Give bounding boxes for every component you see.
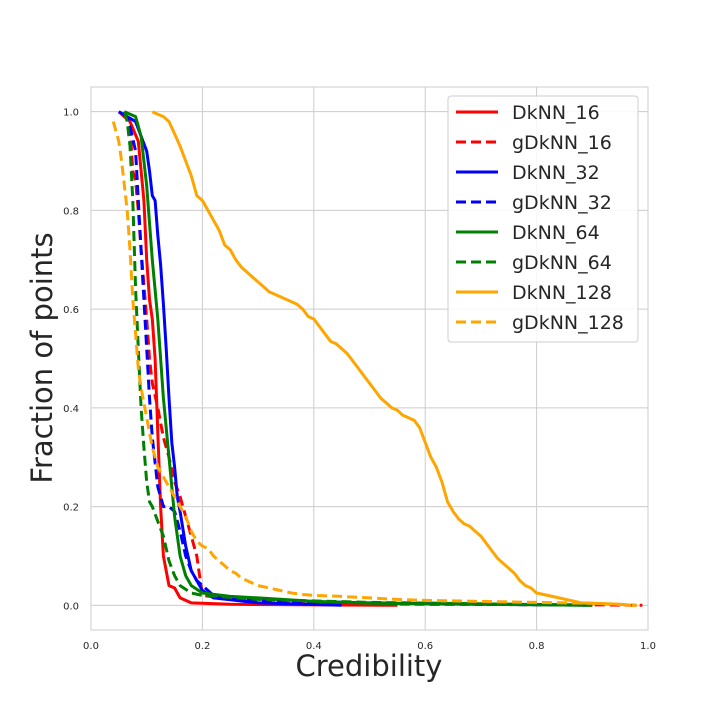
x-tick-label: 0.0 (83, 641, 99, 652)
x-tick-labels: 0.0 0.2 0.4 0.6 0.8 1.0 (83, 641, 656, 652)
legend: DkNN_16 gDkNN_16 DkNN_32 gDkNN_32 DkNN_64 gDk… (447, 95, 639, 343)
legend-label: gDkNN_16 (512, 132, 612, 154)
y-tick-label: 0.8 (63, 206, 79, 217)
legend-label: gDkNN_64 (512, 252, 612, 274)
y-tick-label: 0.6 (63, 305, 79, 316)
legend-label: gDkNN_128 (512, 312, 624, 334)
x-axis-title: Credibility (296, 649, 443, 683)
y-axis-title: Fraction of points (25, 232, 59, 483)
y-tick-label: 0.4 (63, 404, 79, 415)
x-tick-label: 0.4 (306, 641, 322, 652)
legend-label: DkNN_32 (512, 162, 600, 184)
series-line-gdknn-64 (122, 111, 593, 607)
x-tick-label: 1.0 (640, 641, 656, 652)
series-line-dknn-128 (151, 110, 632, 607)
series-lines (111, 110, 643, 607)
legend-label: gDkNN_32 (512, 192, 612, 214)
y-tick-label: 0.2 (63, 503, 79, 514)
y-tick-label: 1.0 (63, 108, 79, 119)
series-line-gdknn-16 (122, 111, 643, 607)
legend-label: DkNN_128 (512, 282, 612, 304)
legend-label: DkNN_64 (512, 222, 600, 244)
x-tick-label: 0.8 (529, 641, 545, 652)
x-tick-label: 0.6 (417, 641, 433, 652)
legend-box (447, 95, 639, 343)
series-line-gdknn-128 (111, 121, 637, 607)
legend-label: DkNN_16 (512, 102, 600, 124)
x-tick-label: 0.2 (194, 641, 210, 652)
y-tick-label: 0.0 (63, 601, 79, 612)
y-tick-labels: 0.0 0.2 0.4 0.6 0.8 1.0 (63, 108, 79, 613)
